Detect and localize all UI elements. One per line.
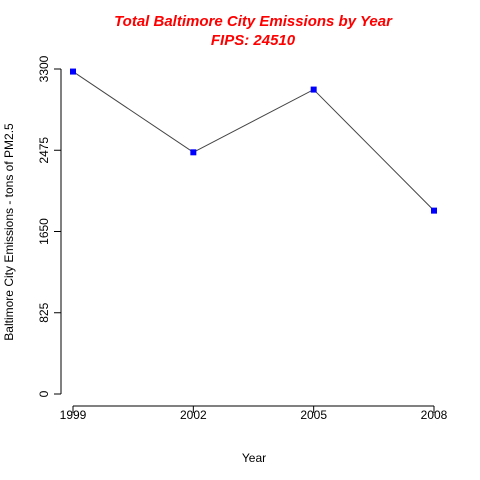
x-tick-label: 2002: [180, 408, 207, 422]
plot-area: [70, 68, 437, 214]
data-point: [431, 207, 437, 214]
x-tick-label: 1999: [60, 408, 87, 422]
data-point: [310, 86, 317, 93]
data-point: [70, 68, 76, 75]
chart-subtitle: FIPS: 24510: [211, 32, 296, 49]
y-tick-label: 3300: [37, 55, 51, 82]
y-axis: 0 825 1650 2475 3300: [37, 55, 62, 397]
x-axis-label: Year: [242, 451, 266, 465]
y-tick-label: 0: [37, 390, 51, 397]
x-axis: 1999 2002 2005 2008: [60, 405, 448, 422]
y-tick-label: 2475: [37, 137, 51, 164]
y-tick-label: 1650: [37, 218, 51, 245]
chart-title: Total Baltimore City Emissions by Year: [114, 13, 393, 30]
x-tick-label: 2008: [421, 408, 448, 422]
data-point: [190, 149, 197, 156]
series-line: [72, 71, 435, 211]
x-tick-label: 2005: [300, 408, 327, 422]
y-axis-label: Baltimore City Emissions - tons of PM2.5: [2, 123, 16, 341]
y-tick-label: 825: [37, 302, 51, 322]
